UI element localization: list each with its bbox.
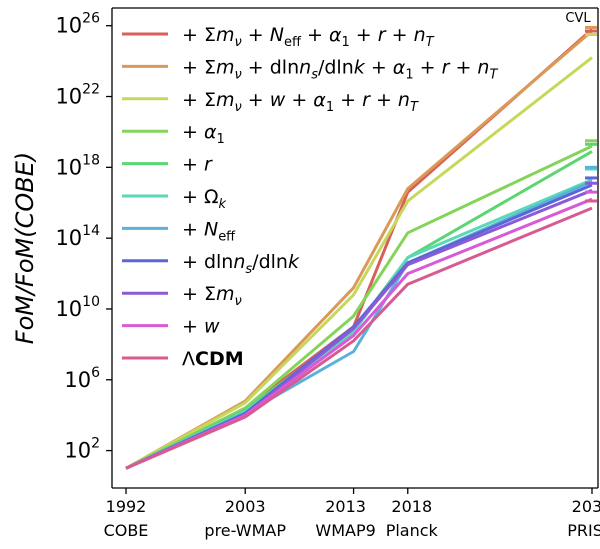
- legend-entry: + Σmν + Neff + α1 + r + nT: [182, 24, 435, 50]
- x-tick-year: 1992: [106, 497, 147, 516]
- y-tick-label: 102: [64, 436, 100, 463]
- x-tick-year: 2035: [572, 497, 600, 516]
- x-tick-year: 2003: [225, 497, 266, 516]
- legend-entry: + α1: [182, 121, 225, 147]
- x-tick-name: pre-WMAP: [204, 521, 286, 540]
- legend-entry: + Neff: [182, 218, 236, 244]
- x-tick-name: WMAP9: [315, 521, 375, 540]
- legend-entry: + r: [182, 154, 213, 176]
- y-tick-label: 1014: [55, 223, 100, 250]
- x-tick-name: COBE: [104, 521, 149, 540]
- y-tick-label: 1018: [55, 152, 100, 179]
- legend-entry: ΛCDM: [182, 348, 244, 370]
- y-axis-label: FoM/FoM(COBE): [11, 152, 39, 344]
- legend-entry: + Σmν: [182, 283, 242, 309]
- axes: 102 106 1010 1014 1018 1022 1026 1992 COBE 2003 pr…: [55, 7, 600, 540]
- y-tick-label: 1010: [55, 294, 100, 321]
- legend-entry: + Ωk: [182, 186, 226, 212]
- legend-entry: + w: [182, 316, 220, 338]
- x-tick-year: 2018: [391, 497, 432, 516]
- x-tick-year: 2013: [325, 497, 366, 516]
- cvl-markers: [585, 25, 597, 203]
- legend-entry: + Σmν + dlnns/dlnk + α1 + r + nT: [182, 56, 498, 82]
- legend: + Σmν + Neff + α1 + r + nT + Σmν + dlnns/…: [122, 24, 498, 370]
- y-tick-label: 106: [64, 365, 100, 392]
- series-line: [125, 206, 593, 470]
- y-tick-label: 1022: [55, 82, 100, 109]
- cvl-label: CVL: [565, 11, 591, 26]
- legend-entry: + Σmν + w + α1 + r + nT: [182, 89, 419, 115]
- series-layer: [125, 28, 593, 470]
- x-tick-name: PRISM: [567, 521, 600, 540]
- legend-entry: + dlnns/dlnk: [182, 251, 300, 277]
- y-tick-label: 1026: [55, 11, 100, 38]
- x-tick-name: Planck: [386, 521, 439, 540]
- series-line: [125, 56, 593, 470]
